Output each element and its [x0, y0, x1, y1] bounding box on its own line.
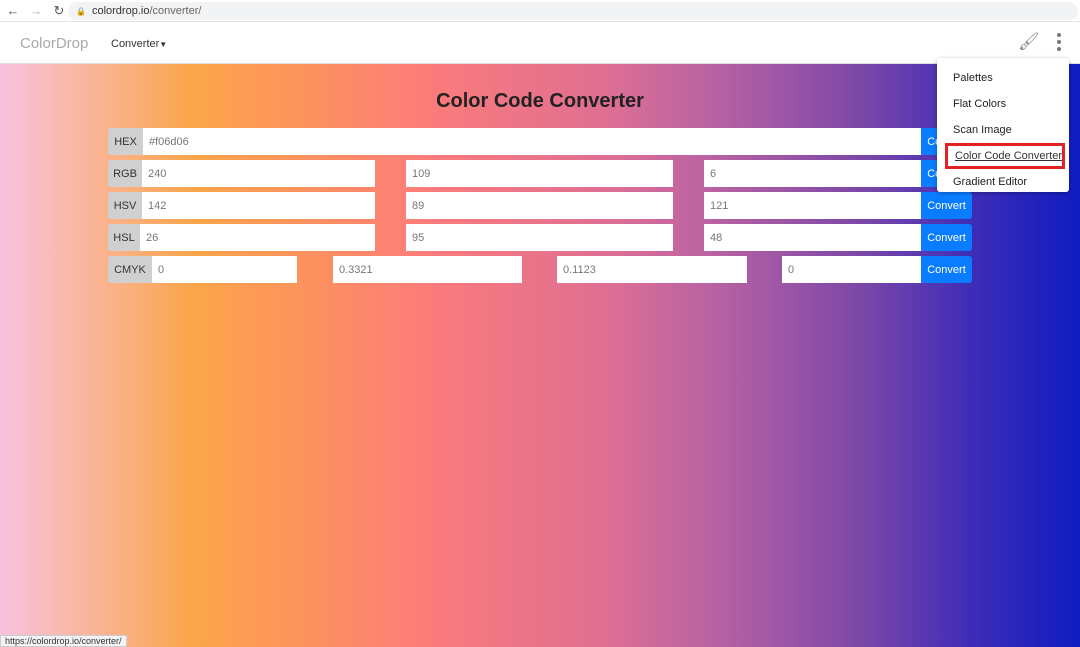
- navbar: ColorDrop Converter▼ 🖌: [0, 22, 1080, 64]
- cmyk-convert-button[interactable]: Convert: [921, 256, 972, 283]
- url-path: /converter/: [149, 5, 202, 17]
- hsv-h-input[interactable]: [142, 192, 375, 219]
- converter-label: Converter: [111, 38, 160, 50]
- rgb-r-input[interactable]: [142, 160, 375, 187]
- hsl-l-input[interactable]: [704, 224, 921, 251]
- hex-label: HEX: [108, 128, 143, 155]
- hex-input[interactable]: [143, 128, 921, 155]
- menu-item-flat-colors[interactable]: Flat Colors: [953, 98, 1007, 110]
- hsv-s-input[interactable]: [406, 192, 673, 219]
- address-bar[interactable]: 🔒 colordrop.io/converter/: [68, 2, 1078, 20]
- hsl-h-input[interactable]: [140, 224, 375, 251]
- status-bar-url: https://colordrop.io/converter/: [0, 635, 127, 647]
- lock-icon: 🔒: [76, 6, 86, 16]
- hsl-convert-button[interactable]: Convert: [921, 224, 972, 251]
- more-menu: Palettes Flat Colors Scan Image Color Co…: [937, 58, 1069, 192]
- menu-item-gradient-editor[interactable]: Gradient Editor: [953, 176, 1027, 188]
- hsl-label: HSL: [108, 224, 140, 251]
- cmyk-label: CMYK: [108, 256, 152, 283]
- rgb-b-input[interactable]: [704, 160, 921, 187]
- menu-item-scan-image[interactable]: Scan Image: [953, 124, 1012, 136]
- page-title: Color Code Converter: [436, 90, 644, 112]
- cmyk-m-input[interactable]: [333, 256, 522, 283]
- more-vert-icon[interactable]: [1053, 32, 1065, 52]
- cmyk-c-input[interactable]: [152, 256, 297, 283]
- menu-item-palettes[interactable]: Palettes: [953, 72, 993, 84]
- converter-dropdown[interactable]: Converter▼: [111, 38, 167, 50]
- menu-item-color-code-converter[interactable]: Color Code Converter: [945, 143, 1065, 169]
- hsv-v-input[interactable]: [704, 192, 921, 219]
- paint-brush-icon[interactable]: 🖌: [1018, 32, 1040, 51]
- back-icon[interactable]: ←: [6, 3, 20, 18]
- reload-icon[interactable]: ↻: [53, 2, 65, 18]
- hsv-label: HSV: [108, 192, 142, 219]
- hsl-s-input[interactable]: [406, 224, 673, 251]
- brand-logo[interactable]: ColorDrop: [20, 35, 89, 52]
- converter-section: Color Code Converter HEX Convert RGB Con…: [0, 64, 1080, 647]
- browser-toolbar: ← → ↻ 🔒 colordrop.io/converter/: [0, 0, 1080, 22]
- cmyk-y-input[interactable]: [557, 256, 747, 283]
- hsv-convert-button[interactable]: Convert: [921, 192, 972, 219]
- rgb-label: RGB: [108, 160, 142, 187]
- rgb-g-input[interactable]: [406, 160, 673, 187]
- forward-icon[interactable]: →: [29, 3, 43, 18]
- url-domain: colordrop.io: [91, 5, 150, 17]
- cmyk-k-input[interactable]: [782, 256, 921, 283]
- chevron-down-icon: ▼: [159, 40, 168, 49]
